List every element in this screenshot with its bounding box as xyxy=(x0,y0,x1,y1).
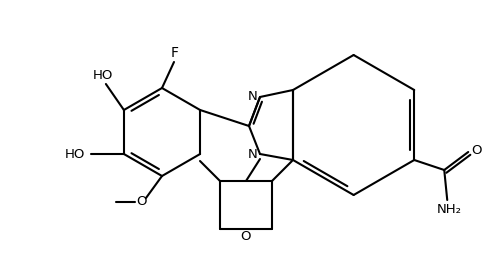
Text: O: O xyxy=(240,230,251,244)
Text: N: N xyxy=(248,89,257,103)
Text: N: N xyxy=(248,149,257,161)
Text: O: O xyxy=(136,195,147,209)
Text: O: O xyxy=(470,144,481,158)
Text: HO: HO xyxy=(92,68,113,82)
Text: NH₂: NH₂ xyxy=(436,204,461,216)
Text: F: F xyxy=(171,46,179,60)
Text: HO: HO xyxy=(64,148,85,160)
